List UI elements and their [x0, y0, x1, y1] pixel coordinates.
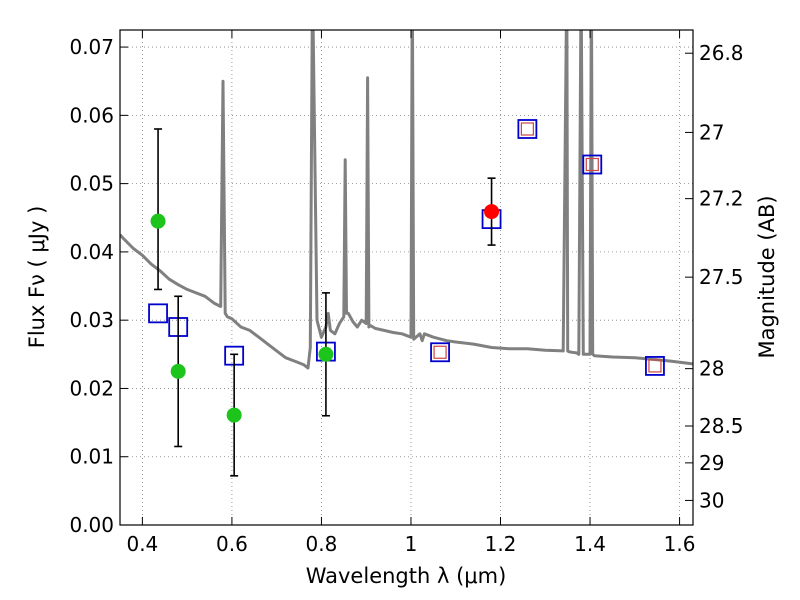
- x-tick-label: 1.6: [664, 532, 696, 556]
- x-tick-label: 0.6: [216, 532, 248, 556]
- x-tick-label: 1.4: [574, 532, 606, 556]
- y2-tick-label: 27.5: [699, 265, 744, 289]
- y2-tick-label: 30: [699, 488, 724, 512]
- x-tick-label: 0.4: [126, 532, 158, 556]
- y-tick-label: 0.03: [69, 308, 114, 332]
- observed-point: [318, 346, 334, 362]
- x-tick-label: 0.8: [306, 532, 338, 556]
- model-photometry-square: [148, 303, 168, 324]
- y-tick-label: 0.04: [69, 240, 114, 264]
- y2-tick-label: 27.2: [699, 187, 744, 211]
- grid: [120, 30, 693, 526]
- observed-point: [150, 213, 166, 229]
- model-photometry-square: [645, 356, 665, 376]
- y-tick-label: 0.02: [69, 376, 114, 400]
- model-photometry-inner-square: [648, 359, 662, 373]
- y2-tick-label: 26.8: [699, 41, 744, 65]
- axis-ticks: 0.4 0.6 0.8 1 1.2 1.4 1.6 0.00 0.01 0.02 0.03 0.04 0…: [69, 30, 744, 556]
- y2-tick-label: 28: [699, 357, 724, 381]
- model-photometry-inner-square: [585, 157, 599, 172]
- x-tick-label: 1.2: [485, 532, 517, 556]
- y-tick-label: 0.07: [69, 35, 114, 59]
- y2-axis-label: Magnitude (AB): [755, 195, 779, 358]
- sed-model-line: [120, 30, 693, 370]
- y-tick-label: 0.01: [69, 445, 114, 469]
- x-axis-label: Wavelength λ (μm): [306, 564, 507, 588]
- y-tick-label: 0.06: [69, 103, 114, 127]
- y2-tick-label: 29: [699, 451, 724, 475]
- observed-point: [226, 407, 242, 423]
- model-photometry-square: [430, 342, 450, 363]
- detection-point: [484, 204, 500, 220]
- y-axis-label: Flux Fν ( μJy ): [25, 206, 49, 349]
- y2-tick-label: 27: [699, 120, 724, 144]
- y-tick-label: 0.00: [69, 513, 114, 537]
- y-tick-label: 0.05: [69, 172, 114, 196]
- observed-point: [170, 363, 186, 379]
- y2-tick-label: 28.5: [699, 414, 744, 438]
- model-photometry-square: [582, 154, 603, 175]
- model-photometry-inner-square: [520, 122, 534, 136]
- model-photometry-square: [517, 119, 538, 139]
- model-photometry-inner-square: [433, 345, 447, 359]
- plot-area: [120, 30, 693, 477]
- x-tick-label: 1: [405, 532, 418, 556]
